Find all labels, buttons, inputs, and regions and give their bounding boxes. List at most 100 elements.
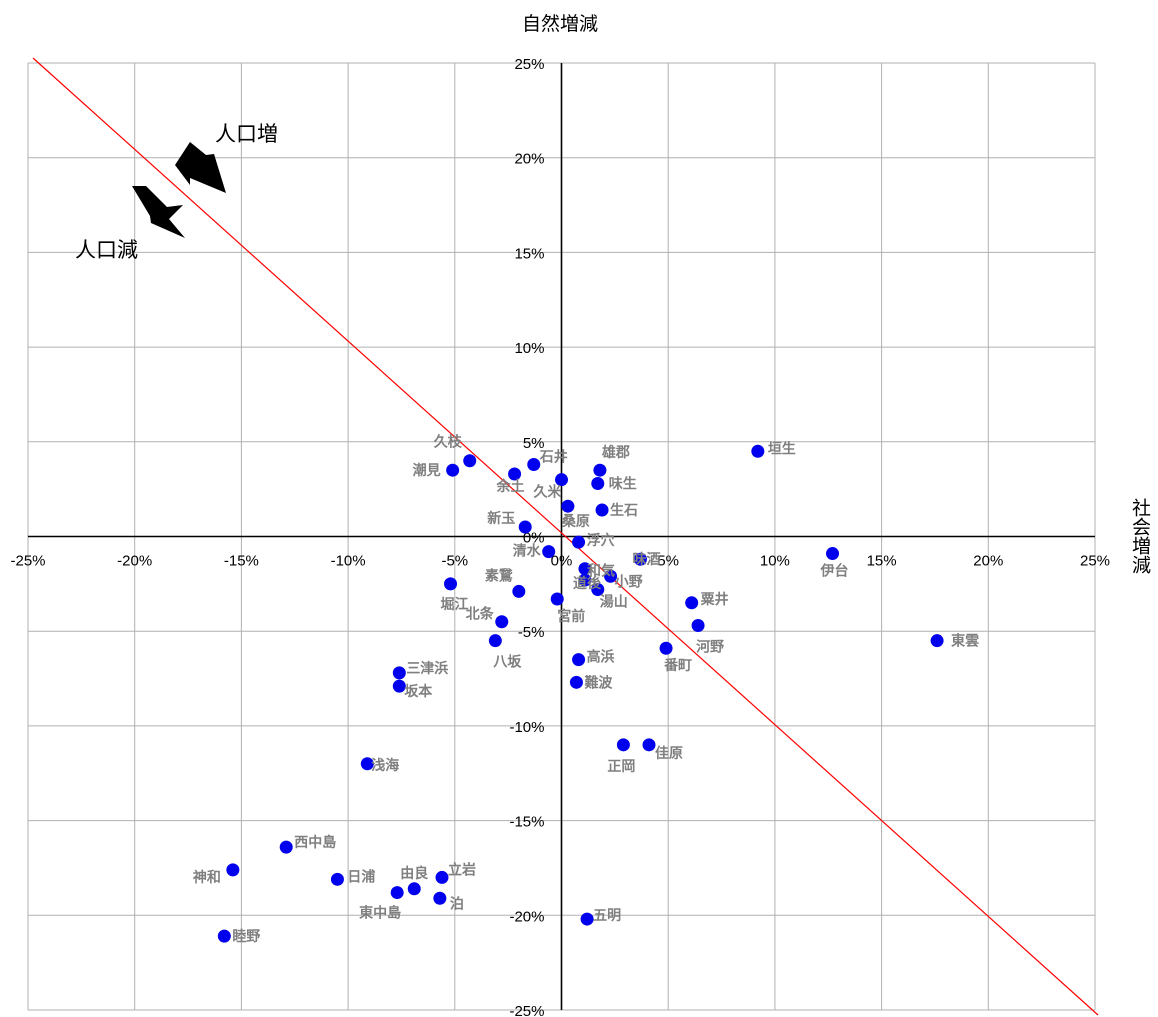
data-point-label: 小野: [615, 574, 643, 590]
data-point-label: 素鵞: [485, 567, 513, 584]
data-point: [616, 738, 630, 752]
data-point: [685, 596, 699, 610]
data-point-label: 三津浜: [406, 660, 448, 677]
data-point: [930, 634, 944, 648]
y-tick-label: -25%: [509, 1003, 544, 1017]
data-point-label: 坂本: [404, 683, 433, 700]
data-point-label: 味生: [609, 475, 637, 492]
data-point-label: 難波: [584, 674, 613, 691]
data-point: [561, 499, 575, 513]
reference-line: [32, 57, 1099, 1016]
data-point: [659, 641, 673, 655]
y-tick-label: -20%: [509, 908, 544, 925]
data-point: [518, 520, 532, 534]
data-point-label: 雄郡: [601, 444, 630, 461]
data-point: [593, 463, 607, 477]
data-point-label: 垣生: [768, 440, 796, 457]
data-point: [591, 583, 605, 597]
x-tick-label: 10%: [760, 553, 790, 570]
axes: [28, 63, 1095, 1010]
data-point-label: 正岡: [607, 759, 635, 775]
x-axis-title: 社会増減: [1129, 498, 1151, 574]
x-tick-label: -20%: [117, 553, 152, 570]
increase-arrow-icon: [175, 142, 226, 193]
data-point: [279, 840, 293, 854]
data-point-label: 久米: [533, 484, 563, 501]
data-point: [642, 738, 656, 752]
data-point: [595, 503, 609, 517]
data-point: [527, 458, 541, 472]
data-point: [444, 577, 458, 591]
data-point: [572, 535, 586, 549]
y-tick-label: -15%: [509, 814, 544, 831]
data-point: [555, 473, 568, 487]
data-point-label: 石井: [539, 449, 568, 466]
data-point-label: 味酒: [632, 552, 660, 568]
data-point-label: 宮前: [557, 608, 585, 625]
data-point: [633, 552, 647, 566]
data-point-label: 伊台: [820, 563, 849, 580]
data-point-label: 五明: [593, 908, 621, 924]
data-point: [433, 891, 447, 905]
data-point-label: 東雲: [951, 633, 979, 650]
data-point: [591, 476, 605, 490]
data-point: [578, 573, 592, 587]
data-point: [435, 870, 449, 884]
data-point-label: 高浜: [587, 649, 615, 666]
y-tick-label: 20%: [514, 151, 544, 168]
tick-labels: -25% -20% -15% -10% -5% 0% 5% 10% 15% 20% 25% 25% 20…: [10, 56, 1110, 1017]
data-point-label: 佳原: [655, 745, 683, 762]
data-point-label: 東中島: [359, 905, 401, 922]
data-point: [550, 592, 564, 606]
data-point-label: 河野: [696, 639, 724, 656]
x-tick-label: -10%: [331, 553, 366, 570]
data-point-label: 粟井: [700, 591, 729, 608]
data-point: [360, 757, 374, 771]
data-point-label: 浅海: [371, 757, 399, 774]
data-point-label: 由良: [400, 865, 428, 882]
data-point: [751, 444, 765, 458]
data-point-label: 西中島: [294, 834, 336, 851]
data-point-label: 睦野: [232, 928, 260, 945]
x-tick-label: 0%: [551, 553, 573, 570]
data-point: [330, 872, 344, 886]
data-point: [512, 584, 526, 598]
y-tick-label: -5%: [518, 624, 545, 641]
y-tick-label: 5%: [523, 435, 545, 452]
y-tick-label: 15%: [514, 245, 544, 262]
x-tick-label: -25%: [10, 553, 45, 570]
x-tick-label: 25%: [1080, 553, 1110, 570]
data-point: [392, 666, 406, 680]
data-point: [826, 547, 840, 561]
y-axis-title: 自然増減: [522, 13, 598, 35]
data-points: [217, 444, 944, 943]
y-tick-label: 10%: [514, 340, 544, 357]
data-point-label: 神和: [193, 869, 221, 886]
x-tick-label: 5%: [657, 553, 679, 570]
data-point: [407, 882, 421, 896]
x-tick-label: 20%: [973, 553, 1003, 570]
data-point: [226, 863, 240, 877]
data-point-label: 久枝: [433, 434, 463, 451]
data-point: [488, 634, 502, 648]
data-point-label: 新玉: [487, 510, 515, 527]
data-point-label: 浮穴: [587, 532, 615, 549]
data-point-label: 桑原: [562, 514, 590, 530]
data-point-label: 道後: [573, 575, 602, 592]
data-point-label: 湯山: [600, 594, 628, 611]
data-point-label: 八坂: [492, 654, 522, 671]
data-point: [390, 886, 404, 900]
data-point: [604, 569, 618, 583]
data-point-label: 生石: [610, 502, 638, 519]
data-point: [569, 675, 583, 689]
data-point-label: 堀江: [441, 596, 469, 613]
data-point: [580, 912, 594, 926]
y-tick-label: -10%: [509, 719, 544, 736]
data-point: [463, 454, 477, 468]
data-point: [572, 653, 586, 667]
data-point-label: 北条: [466, 606, 495, 623]
increase-annotation: 人口増: [215, 122, 278, 146]
data-point: [392, 679, 406, 693]
data-point-label: 和気: [587, 563, 615, 580]
